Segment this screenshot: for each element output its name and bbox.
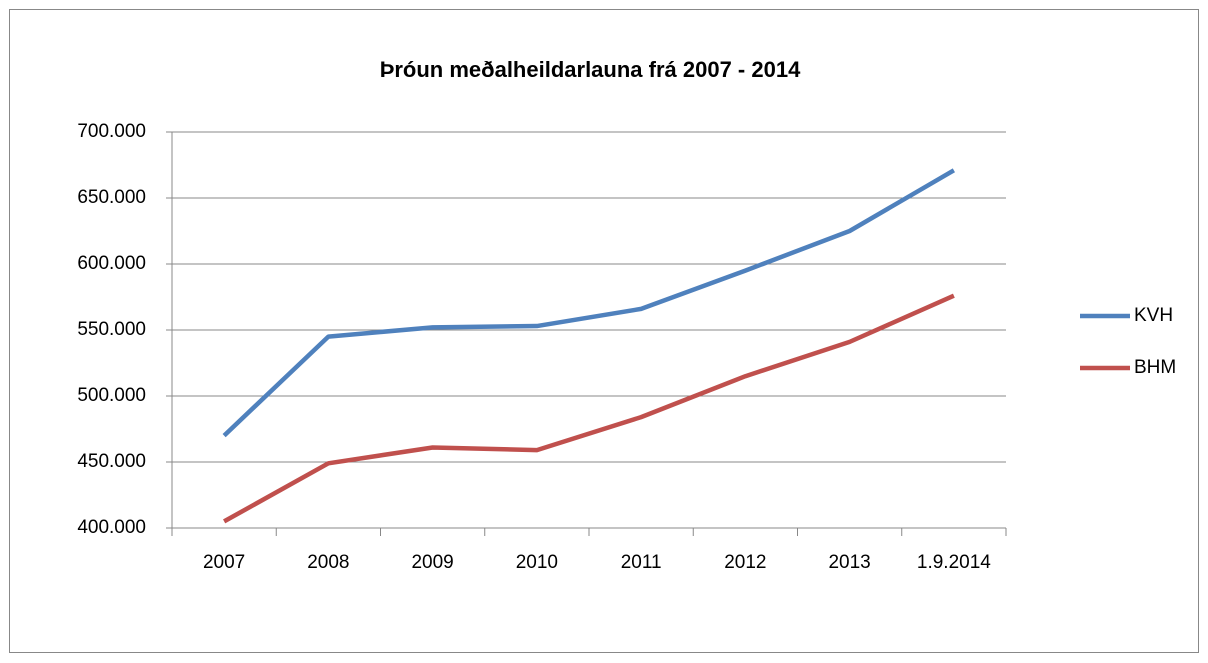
x-tick-label: 2009: [411, 552, 453, 573]
series-line: [223, 293, 955, 524]
chart-border: [9, 9, 1199, 653]
x-tick-label: 2013: [828, 552, 870, 573]
y-tick-label: 550.000: [77, 319, 146, 340]
y-tick-label: 450.000: [77, 451, 146, 472]
y-tick-label: 400.000: [77, 517, 146, 538]
y-tick-label: 600.000: [77, 253, 146, 274]
x-tick-label: 2007: [203, 552, 245, 573]
x-tick-label: 1.9.2014: [917, 552, 991, 573]
x-tick-label: 2012: [724, 552, 766, 573]
x-tick-label: 2011: [621, 552, 662, 573]
x-tick-label: 2008: [307, 552, 349, 573]
legend-label: BHM: [1134, 357, 1176, 378]
y-tick-label: 500.000: [77, 385, 146, 406]
x-tick-label: 2010: [516, 552, 558, 573]
legend-label: KVH: [1134, 305, 1173, 326]
chart-title: Þróun meðalheildarlauna frá 2007 - 2014: [380, 57, 801, 82]
series-line: [222, 168, 956, 438]
y-tick-label: 700.000: [77, 121, 146, 142]
y-tick-label: 650.000: [77, 187, 146, 208]
